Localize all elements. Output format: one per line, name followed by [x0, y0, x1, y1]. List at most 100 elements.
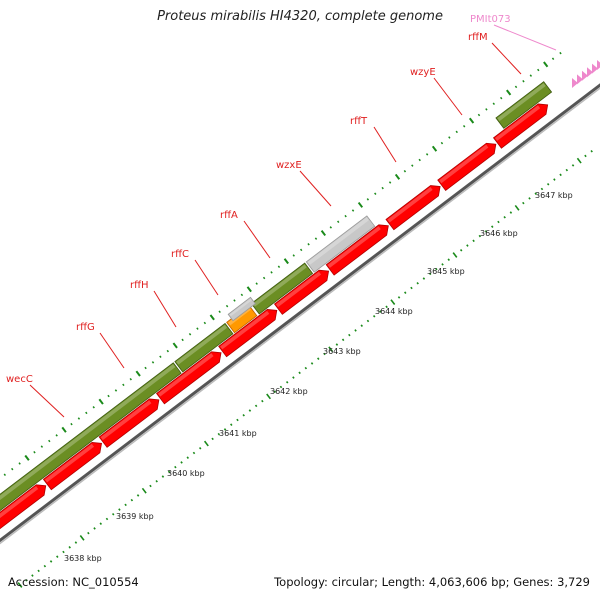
tick: [262, 276, 266, 280]
gene-label-rffc: rffC: [171, 249, 189, 260]
tick: [114, 389, 118, 392]
tick: [48, 439, 51, 443]
minus-cds-gene: [0, 484, 47, 534]
tick: [3, 473, 7, 477]
tick: [186, 456, 190, 459]
tick: [522, 201, 525, 205]
tick: [233, 299, 236, 302]
tick: [17, 582, 23, 588]
tick: [540, 187, 544, 191]
tick: [124, 503, 127, 507]
tick: [266, 393, 272, 400]
tick: [478, 234, 482, 238]
tick: [174, 465, 177, 469]
tick: [411, 164, 414, 167]
tick: [196, 327, 199, 330]
minus-cds-gene: [437, 142, 497, 192]
tick: [374, 192, 377, 195]
accession-text: Accession: NC_010554: [8, 575, 139, 589]
tick: [135, 370, 141, 377]
tick: [455, 130, 458, 134]
minus-cds-gene: [155, 351, 222, 405]
tick: [320, 230, 327, 237]
tick: [188, 332, 192, 336]
tick: [335, 343, 339, 346]
leader-line: [491, 42, 522, 75]
leader-line: [433, 77, 463, 116]
tick: [317, 357, 320, 360]
tick: [492, 102, 496, 106]
tick: [477, 113, 481, 117]
tick: [565, 168, 569, 172]
tick: [404, 291, 407, 294]
tick: [40, 445, 44, 448]
tick: [310, 362, 314, 365]
tick: [198, 446, 202, 450]
tick: [328, 346, 334, 353]
tick: [576, 157, 582, 164]
tick: [314, 237, 318, 240]
tick: [431, 145, 438, 152]
tick: [385, 305, 388, 309]
tick: [141, 487, 147, 494]
tick: [192, 451, 196, 455]
gene-label-wecc: wecC: [6, 374, 33, 385]
leader-line: [99, 332, 125, 369]
scale-label: 3642 kbp: [270, 387, 308, 396]
tick: [337, 220, 340, 224]
minus-strand-genes: [0, 103, 549, 534]
tick: [49, 560, 53, 563]
gene-label-wzxe: wzxE: [276, 160, 302, 171]
gene-label-rfft: rffT: [350, 116, 368, 127]
tick: [230, 423, 233, 426]
tick: [500, 96, 503, 100]
minus-cds-gene: [42, 442, 102, 491]
tick: [92, 406, 95, 409]
tick: [122, 383, 125, 387]
tick: [70, 422, 73, 426]
tick: [151, 361, 155, 364]
plasmid-arrow: [577, 74, 583, 85]
tick: [452, 252, 458, 258]
tick: [11, 467, 14, 471]
scale-label: 3643 kbp: [323, 347, 361, 356]
plasmid-arrow: [592, 63, 598, 74]
tick: [448, 136, 451, 139]
tick: [166, 349, 170, 353]
tick: [167, 470, 171, 474]
tick: [130, 498, 134, 502]
tick: [62, 550, 65, 554]
tick: [354, 329, 357, 332]
tick: [93, 527, 96, 530]
minus-cds-gene: [273, 269, 330, 315]
tick: [37, 569, 40, 573]
tick: [440, 141, 444, 145]
minus-cds-gene: [385, 185, 441, 231]
tick: [79, 534, 85, 541]
tick: [372, 314, 376, 318]
tick: [428, 272, 432, 276]
plus-cds-gene: [250, 262, 314, 315]
tick: [418, 158, 421, 162]
tick: [129, 377, 132, 381]
tick: [240, 293, 244, 297]
tick: [31, 574, 34, 577]
tick: [99, 522, 103, 525]
tick: [105, 517, 109, 521]
tick: [509, 211, 513, 214]
plasmid-arrow: [587, 67, 593, 78]
tick: [24, 579, 28, 582]
tick: [348, 333, 351, 337]
tick: [159, 355, 162, 358]
gene-label-rffh: rffH: [130, 280, 149, 291]
tick: [77, 417, 81, 420]
genome-summary: Topology: circular; Length: 4,063,606 bp…: [274, 575, 590, 589]
leader-line: [299, 170, 332, 207]
tick: [485, 108, 488, 111]
gene-label-wzye: wzyE: [410, 67, 436, 78]
pseudo-gene: [227, 296, 256, 322]
tick: [571, 164, 575, 167]
tick: [410, 286, 413, 290]
tick: [528, 197, 531, 200]
